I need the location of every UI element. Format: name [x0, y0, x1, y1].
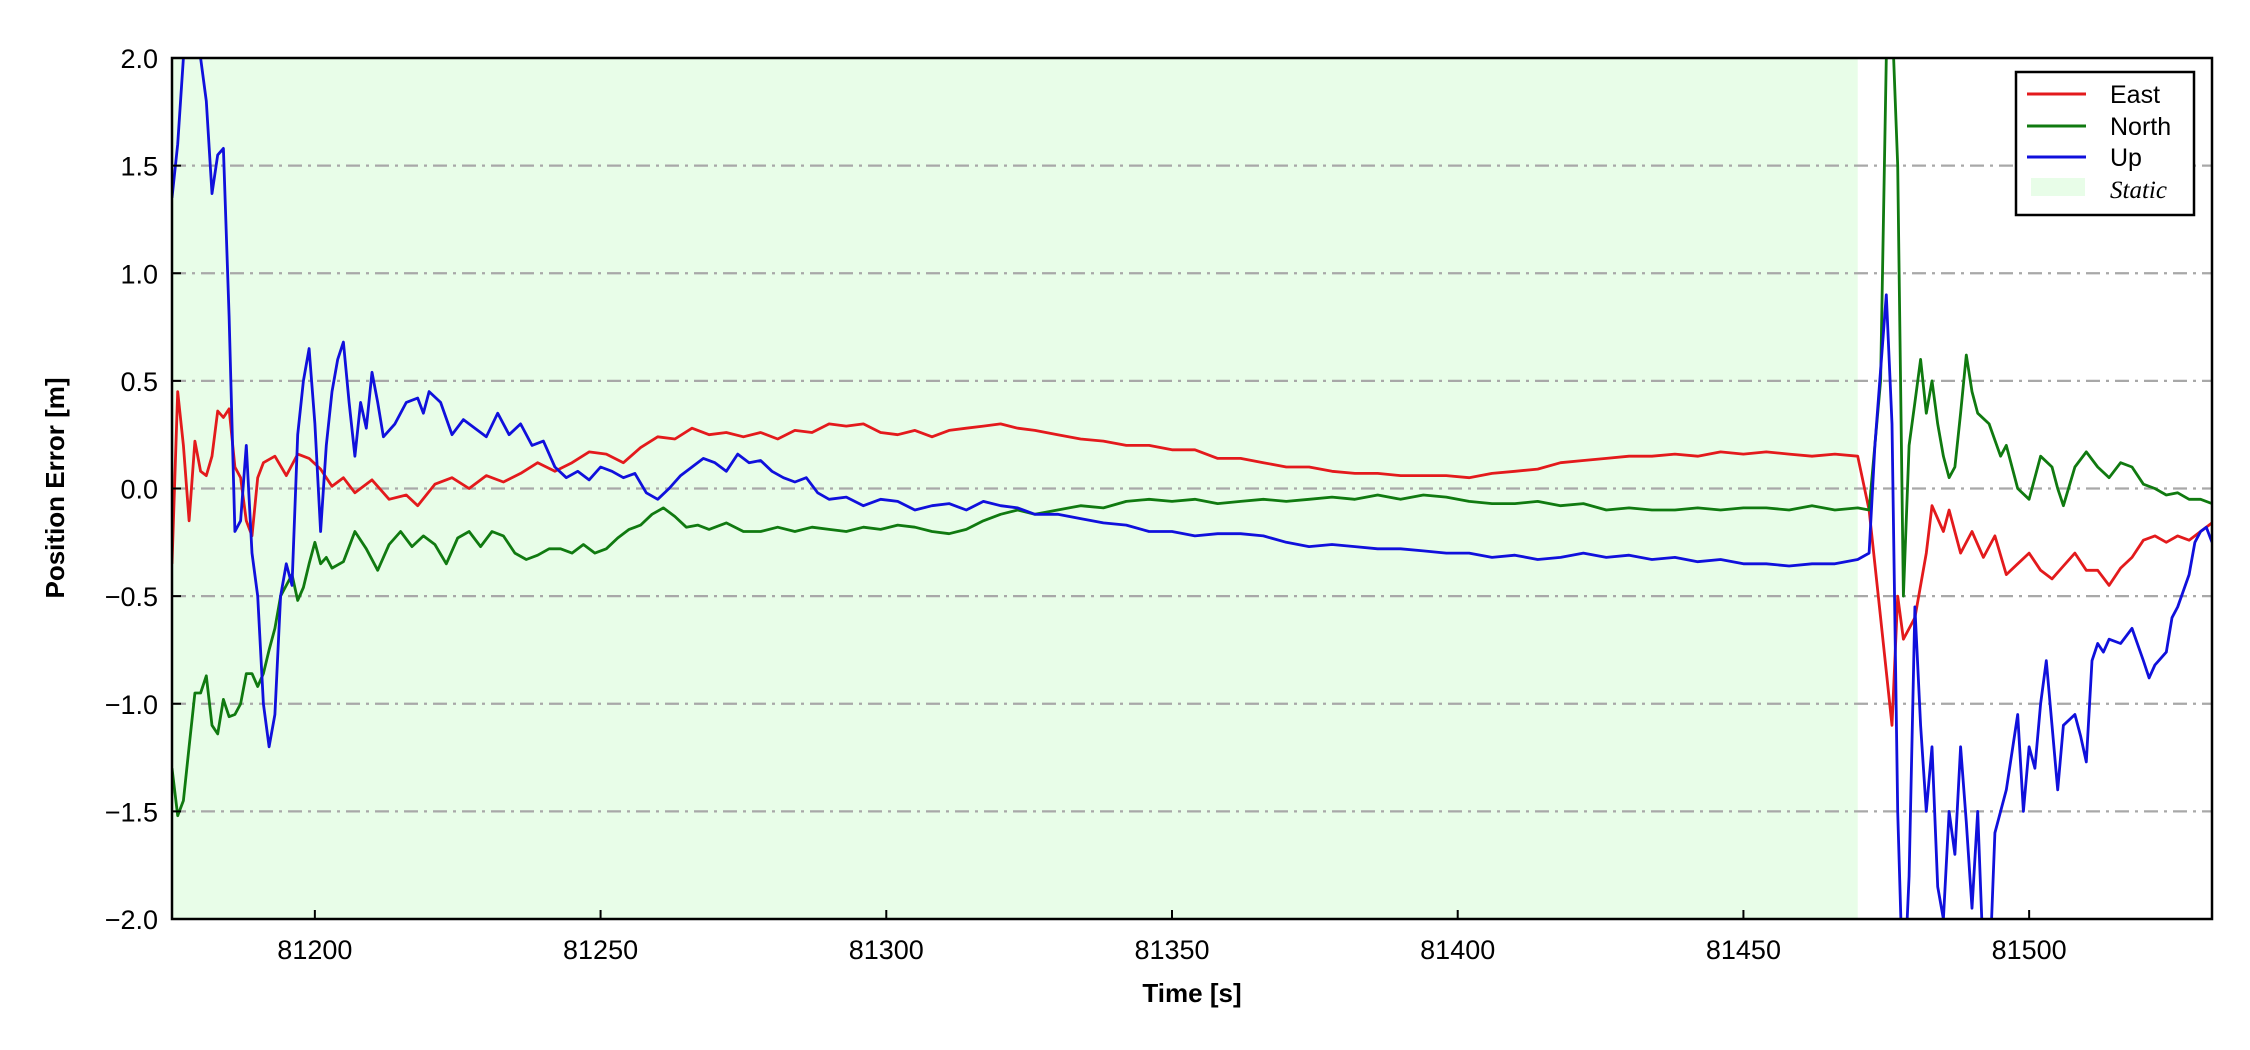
series-layer	[172, 58, 2212, 919]
legend-label-up: Up	[2110, 144, 2142, 172]
x-tick-label-81450: 81450	[1706, 935, 1781, 965]
series-line-east	[172, 390, 2212, 727]
x-tick-label-81350: 81350	[1134, 935, 1209, 965]
series-line-north	[172, 58, 2212, 818]
y-tick-label-4: 0.0	[120, 475, 158, 505]
x-axis-title: Time [s]	[1142, 978, 1241, 1008]
x-tick-label-81500: 81500	[1992, 935, 2067, 965]
x-tick-label-81300: 81300	[849, 935, 924, 965]
legend-swatch-static	[2031, 178, 2085, 196]
y-tick-label-8: 2.0	[120, 44, 158, 74]
y-tick-label-1: −1.5	[105, 797, 158, 827]
tick-layer: 81200 81250 81300 81350 81400 81450 81500 −2.0 −…	[105, 44, 2067, 965]
y-tick-label-2: −1.0	[105, 690, 158, 720]
legend-label-east: East	[2110, 81, 2160, 109]
legend-label-static: Static	[2110, 177, 2167, 204]
y-tick-label-3: −0.5	[105, 582, 158, 612]
y-tick-label-5: 0.5	[120, 367, 158, 397]
legend-label-north: North	[2110, 113, 2171, 141]
y-tick-label-0: −2.0	[105, 905, 158, 935]
grid-layer	[172, 164, 2212, 813]
x-tick-label-81250: 81250	[563, 935, 638, 965]
y-tick-label-7: 1.5	[120, 152, 158, 182]
y-axis-title: Position Error [m]	[40, 377, 70, 598]
legend: East North Up Static	[2014, 70, 2196, 217]
x-tick-label-81400: 81400	[1420, 935, 1495, 965]
series-line-up	[172, 58, 2212, 919]
x-tick-label-81200: 81200	[277, 935, 352, 965]
y-tick-label-6: 1.0	[120, 259, 158, 289]
